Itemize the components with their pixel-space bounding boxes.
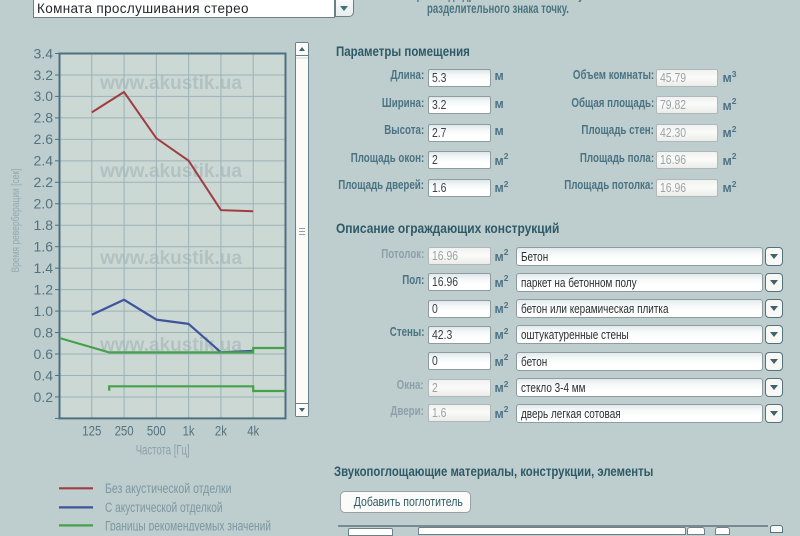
svg-text:Время реверберации [сек]: Время реверберации [сек] — [10, 169, 22, 273]
svg-text:1.2: 1.2 — [34, 281, 54, 297]
svg-text:0.2: 0.2 — [34, 389, 54, 405]
svg-text:4k: 4k — [247, 423, 260, 439]
svg-text:2.6: 2.6 — [34, 131, 54, 147]
svg-text:Границы рекомендуемых значений: Границы рекомендуемых значений — [105, 518, 271, 531]
svg-text:1.8: 1.8 — [34, 217, 54, 233]
svg-text:3.2: 3.2 — [34, 67, 54, 83]
svg-text:С акустической отделкой: С акустической отделкой — [105, 500, 223, 515]
svg-text:www.akustik.ua: www.akustik.ua — [99, 248, 242, 269]
svg-text:125: 125 — [82, 423, 101, 439]
svg-text:3.0: 3.0 — [34, 88, 54, 104]
svg-text:2.2: 2.2 — [34, 174, 54, 190]
svg-text:0.4: 0.4 — [34, 367, 54, 383]
svg-text:2.8: 2.8 — [34, 110, 54, 126]
svg-text:1.6: 1.6 — [34, 239, 54, 255]
svg-text:2.4: 2.4 — [34, 153, 54, 169]
svg-text:Без акустической отделки: Без акустической отделки — [105, 481, 232, 496]
svg-text:500: 500 — [147, 423, 166, 439]
svg-text:www.akustik.ua: www.akustik.ua — [99, 73, 242, 94]
svg-text:1.4: 1.4 — [34, 260, 54, 276]
svg-text:2.0: 2.0 — [34, 196, 54, 212]
svg-text:2k: 2k — [215, 423, 228, 439]
svg-text:0.6: 0.6 — [34, 346, 54, 362]
svg-text:1.0: 1.0 — [34, 303, 54, 319]
svg-text:www.akustik.ua: www.akustik.ua — [99, 161, 242, 182]
svg-text:0.8: 0.8 — [34, 324, 54, 340]
svg-text:250: 250 — [115, 423, 134, 439]
svg-text:1k: 1k — [183, 423, 196, 439]
svg-text:3.4: 3.4 — [34, 45, 54, 61]
svg-text:Частота [Гц]: Частота [Гц] — [136, 443, 190, 458]
